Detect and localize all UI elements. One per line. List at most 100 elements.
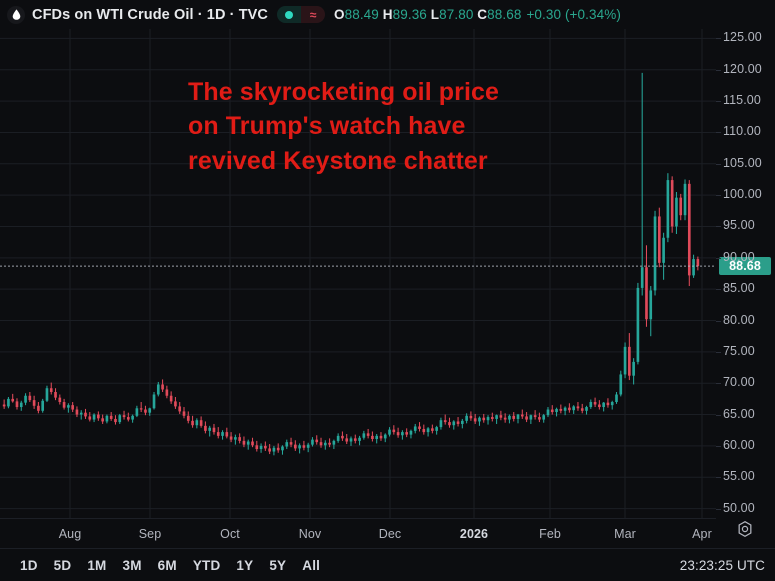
candle-body [204, 425, 207, 431]
candle-body [323, 442, 327, 446]
candle-body [657, 216, 661, 263]
candle-body [525, 416, 528, 420]
candle [375, 433, 379, 444]
range-button-6m[interactable]: 6M [157, 557, 177, 573]
candle [272, 445, 276, 456]
candle-body [114, 418, 117, 423]
symbol-title[interactable]: CFDs on WTI Crude Oil · 1D · TVC [32, 6, 268, 23]
candle-body [345, 438, 349, 442]
candle-body [482, 417, 486, 421]
oil-drop-icon [7, 5, 25, 24]
candle [178, 402, 182, 414]
candle [610, 400, 614, 410]
candle [92, 413, 96, 423]
current-price-badge: 88.68 [719, 257, 771, 276]
candle [426, 427, 430, 437]
chart-header: CFDs on WTI Crude Oil · 1D · TVC ≈ O88.4… [0, 0, 775, 29]
candle [452, 420, 456, 430]
candle-body [169, 395, 173, 402]
range-button-5d[interactable]: 5D [53, 557, 72, 573]
price-tick [716, 132, 721, 134]
circle-dot-icon[interactable] [277, 6, 301, 23]
candle-body [199, 420, 203, 426]
candle [512, 412, 516, 422]
candle [345, 433, 349, 445]
candle-body [478, 417, 481, 422]
range-button-ytd[interactable]: YTD [192, 557, 221, 573]
candle-body [409, 430, 413, 435]
candle-body [62, 402, 66, 408]
candle-body [319, 442, 323, 446]
candle [533, 410, 537, 420]
candle-body [135, 408, 139, 416]
candle [431, 424, 434, 434]
candle-body [469, 415, 473, 419]
candle-body [615, 394, 618, 403]
candle [319, 437, 323, 448]
candle-body [636, 287, 640, 362]
price-axis-label: 100.00 [723, 187, 762, 202]
time-axis-label: 2026 [459, 527, 489, 541]
candle-body [349, 438, 353, 442]
candle [358, 435, 361, 446]
candle [525, 412, 528, 423]
candle-body [413, 426, 417, 431]
candle [576, 402, 580, 411]
candle [54, 388, 57, 401]
candle-body [383, 434, 387, 439]
price-axis-label: 80.00 [723, 312, 755, 327]
series-toggle-group[interactable]: ≈ [277, 6, 325, 23]
candle [62, 398, 66, 410]
candle [302, 440, 306, 451]
candle-body [49, 388, 53, 392]
candle [362, 430, 366, 440]
candle [332, 439, 336, 450]
candle [58, 394, 62, 405]
candle-body [358, 437, 361, 441]
price-tick [716, 289, 721, 291]
price-axis[interactable]: 88.68 125.00 120.00 115.00 110.00 105.00 100.… [716, 0, 775, 538]
candle-body [182, 411, 186, 416]
range-button-all[interactable]: All [302, 557, 321, 573]
candlestick-plot-area[interactable] [0, 29, 716, 518]
candle [212, 423, 216, 435]
candle [687, 180, 691, 287]
candle [379, 432, 383, 441]
price-axis-label: 95.00 [723, 218, 755, 233]
candle [598, 400, 601, 410]
candle-body [431, 428, 434, 431]
candle-body [452, 421, 456, 426]
candle-body [401, 432, 404, 436]
candle-body [45, 388, 49, 401]
candle-body [131, 415, 134, 420]
range-button-1y[interactable]: 1Y [236, 557, 254, 573]
candle-body [37, 405, 40, 411]
range-button-1m[interactable]: 1M [87, 557, 107, 573]
candle [101, 414, 104, 424]
time-axis[interactable]: Aug Sep Oct Nov Dec 2026 Feb Mar Apr [0, 518, 716, 549]
candle [409, 429, 413, 439]
price-tick [716, 226, 721, 228]
candle [75, 406, 79, 418]
candle-body [118, 415, 122, 423]
clock-label: 23:23:25 UTC [679, 557, 765, 573]
wave-approx-icon[interactable]: ≈ [301, 6, 325, 23]
candle [619, 370, 623, 397]
price-tick [716, 163, 721, 165]
candle-body [503, 417, 507, 420]
axis-settings-gear-icon[interactable] [735, 519, 755, 539]
candle [45, 385, 49, 403]
range-button-3m[interactable]: 3M [122, 557, 142, 573]
range-button-1d[interactable]: 1D [20, 557, 38, 573]
candle [405, 428, 408, 438]
candle-body [602, 402, 605, 408]
candle [683, 179, 687, 221]
range-button-5y[interactable]: 5Y [269, 557, 287, 573]
candle [221, 430, 224, 440]
candle-body [165, 389, 169, 396]
candle-body [366, 433, 370, 436]
candle [2, 399, 6, 409]
candle-body [109, 415, 113, 419]
candle-body [632, 361, 635, 376]
candle-body [645, 267, 648, 320]
